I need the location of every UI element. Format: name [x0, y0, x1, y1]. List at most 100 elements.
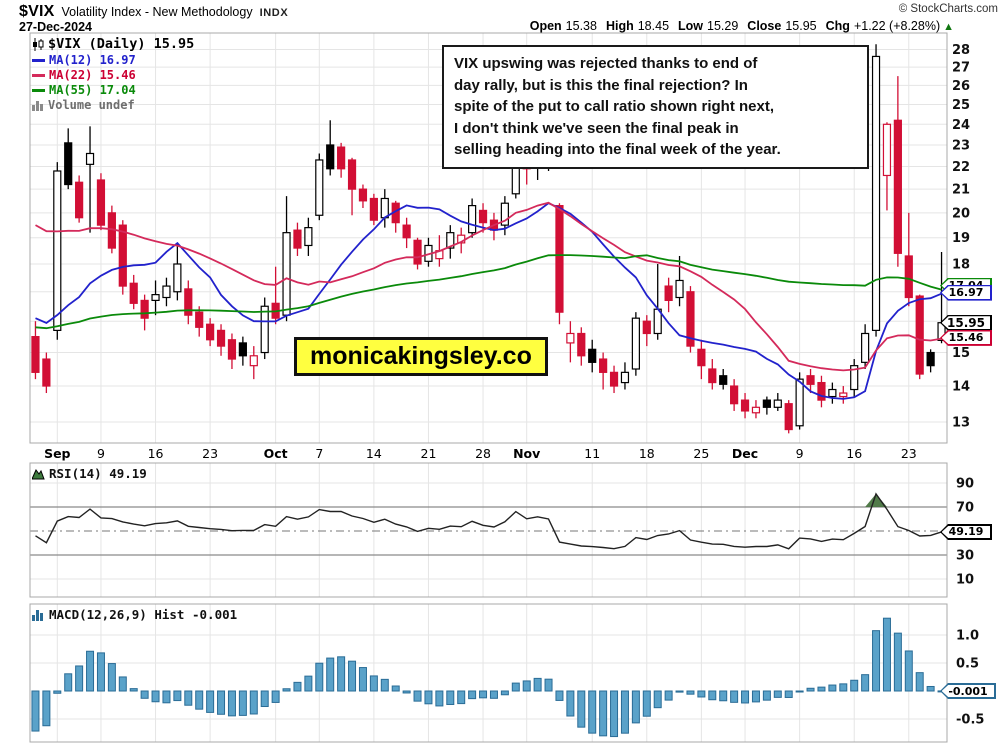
svg-text:23: 23 [202, 446, 218, 461]
candlestick [96, 173, 106, 231]
svg-text:Oct: Oct [264, 446, 288, 461]
svg-text:28: 28 [475, 446, 491, 461]
ma12-line [35, 202, 942, 400]
candlestick [129, 274, 138, 310]
chart-header: $VIX Volatility Index - New Methodology IN… [19, 3, 288, 21]
candlestick [861, 324, 870, 369]
annotation-box: VIX upswing was rejected thanks to end o… [442, 45, 869, 169]
candlestick [719, 368, 728, 390]
candlestick [555, 203, 564, 325]
legend-main-row: $VIX (Daily) 15.95 [32, 36, 194, 52]
candlestick [424, 237, 433, 267]
candlestick [839, 386, 848, 404]
quote-value: 15.29 [707, 19, 739, 33]
axis-tag-value: 49.19 [941, 525, 991, 539]
candlestick [413, 237, 422, 270]
quote-label: Low [678, 19, 704, 33]
ma55-line [35, 254, 942, 330]
svg-text:16: 16 [148, 446, 164, 461]
svg-text:1.0: 1.0 [956, 629, 979, 644]
ma55-line-icon [32, 88, 45, 92]
candlestick [75, 175, 84, 223]
candlestick [151, 280, 160, 316]
candlestick [620, 362, 630, 390]
ohlc-quote-row: Open 15.38 High 18.45 Low 15.29 Close 15.95 Chg +… [521, 19, 954, 33]
svg-text:23: 23 [952, 138, 970, 153]
copyright: © StockCharts.com [898, 3, 998, 15]
macd-panel-label: MACD(12,26,9) Hist -0.001 [32, 607, 237, 622]
candlestick [380, 189, 389, 228]
macd-label-text: MACD(12,26,9) Hist -0.001 [49, 607, 238, 622]
candlestick [173, 242, 182, 301]
candlestick [686, 286, 695, 353]
svg-text:9: 9 [796, 446, 804, 461]
axis-tag-15.46: 15.46 [940, 329, 992, 346]
candlestick [762, 396, 771, 415]
candlestick [206, 318, 215, 347]
svg-text:24: 24 [952, 118, 970, 133]
price-legend: $VIX (Daily) 15.95 MA(12) 16.97 MA(22) 1… [32, 36, 194, 113]
svg-text:14: 14 [952, 380, 970, 395]
exchange-label: INDX [259, 7, 289, 19]
quote-label: Close [747, 19, 782, 33]
candlestick [227, 333, 237, 369]
candlestick [249, 346, 258, 380]
candlestick [369, 193, 378, 226]
candlestick [293, 222, 302, 256]
candlestick [697, 339, 706, 380]
axis-tag-15.95: 15.95 [940, 314, 992, 331]
legend-volume-row: Volume undef [32, 98, 194, 112]
watermark: monicakingsley.co [294, 337, 548, 376]
candlestick [609, 365, 619, 394]
macd-histogram [31, 617, 946, 738]
svg-text:18: 18 [952, 258, 970, 273]
candlestick [850, 359, 859, 397]
candlestick-icon [32, 37, 44, 51]
svg-text:Sep: Sep [44, 446, 70, 461]
svg-text:23: 23 [901, 446, 917, 461]
candlestick [675, 255, 684, 307]
candlestick [260, 297, 269, 360]
candlestick [817, 375, 826, 408]
svg-text:20: 20 [952, 206, 970, 221]
svg-text:Nov: Nov [513, 446, 540, 461]
svg-text:25: 25 [693, 446, 709, 461]
candlestick [271, 266, 280, 325]
svg-text:21: 21 [421, 446, 437, 461]
candlestick [708, 359, 717, 390]
candlestick [195, 306, 204, 337]
legend-ma55-row: MA(55) 17.04 [32, 83, 194, 97]
candlestick [751, 400, 761, 419]
rsi-reference-lines [30, 482, 947, 580]
candlestick [42, 352, 51, 394]
axis-tag-value: 16.97 [941, 286, 991, 300]
axis-tag-16.97: 16.97 [940, 284, 992, 301]
candlestick [358, 184, 368, 209]
candlestick [871, 44, 881, 337]
quote-label: High [605, 19, 634, 33]
rsi-panel-label: RSI(14) 49.19 [31, 466, 147, 481]
candlestick [118, 220, 127, 295]
legend-ma22-row: MA(22) 15.46 [32, 68, 194, 82]
legend-main-label: $VIX (Daily) 15.95 [48, 36, 195, 52]
quote-label: Open [529, 19, 562, 33]
candlestick [653, 264, 662, 340]
legend-volume-label: Volume undef [48, 98, 135, 112]
svg-text:Dec: Dec [732, 446, 758, 461]
rsi-overbought-fill [35, 493, 942, 507]
rsi-area-icon [31, 468, 45, 480]
macd-panel-border [29, 603, 948, 743]
candlestick [588, 339, 597, 373]
svg-text:7: 7 [315, 446, 323, 461]
svg-text:11: 11 [584, 446, 600, 461]
candlestick [566, 321, 575, 363]
price-axis-labels: 13141516171819202122232425262728 [952, 43, 970, 431]
axis-tag-value: 15.46 [941, 331, 991, 345]
x-axis-labels: Sep 9 16 23 Oct 7 14 21 28 Nov 11 18 25 Dec 9 16 23 [44, 446, 917, 461]
ma12-line-icon [32, 58, 45, 62]
svg-text:19: 19 [952, 231, 970, 246]
candlestick [326, 120, 335, 176]
axis-tag-49.19: 49.19 [940, 523, 992, 540]
candlestick [893, 76, 902, 267]
quote-value: +1.22 (+8.28%) [853, 19, 941, 33]
